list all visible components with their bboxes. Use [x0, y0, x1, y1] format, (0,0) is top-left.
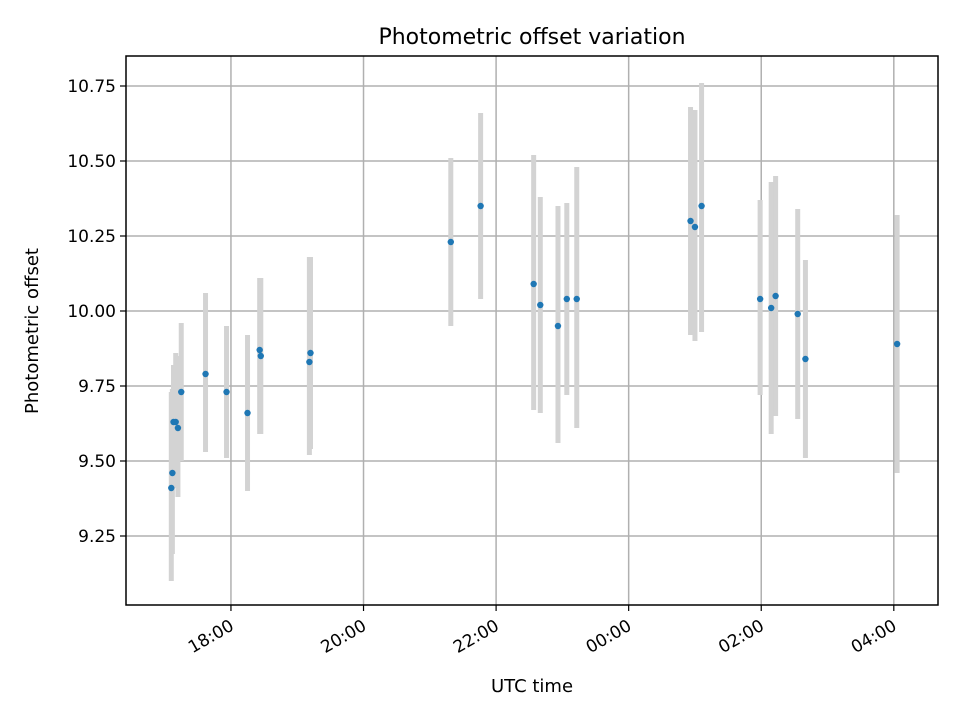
data-point — [202, 370, 209, 378]
y-tick-label: 9.50 — [78, 452, 116, 472]
data-point — [477, 202, 484, 210]
y-tick-label: 10.75 — [67, 77, 116, 97]
data-point — [687, 217, 694, 225]
data-point — [172, 418, 179, 426]
data-point — [573, 295, 580, 303]
data-point — [306, 358, 313, 366]
data-point — [530, 280, 537, 288]
y-tick-label: 10.00 — [67, 302, 116, 322]
data-point — [537, 301, 544, 309]
data-point — [244, 409, 251, 417]
data-point — [756, 295, 764, 303]
data-point — [554, 322, 562, 330]
data-point — [447, 238, 454, 246]
x-axis-label: UTC time — [491, 676, 573, 697]
data-point — [307, 349, 314, 357]
y-tick-label: 10.50 — [67, 152, 116, 172]
data-point — [767, 304, 775, 312]
y-tick-label: 10.25 — [67, 227, 116, 247]
data-point — [169, 469, 176, 477]
data-point — [691, 223, 699, 231]
data-point — [257, 352, 264, 360]
data-point — [256, 346, 263, 354]
chart-title: Photometric offset variation — [378, 25, 685, 50]
axis-ticks: 18:00 20:00 22:00 00:00 02:00 04:009.259.509.… — [67, 77, 900, 658]
y-axis-label: Photometric offset — [22, 248, 43, 414]
y-tick-label: 9.25 — [78, 527, 116, 547]
y-tick-label: 9.75 — [78, 377, 116, 397]
data-point — [174, 424, 182, 432]
data-point — [178, 388, 185, 396]
plot-frame — [125, 55, 939, 606]
data-point — [563, 295, 570, 303]
data-point — [794, 310, 801, 318]
data-point — [893, 340, 901, 348]
data-point — [698, 202, 705, 210]
data-point — [802, 355, 809, 363]
data-point — [223, 388, 230, 396]
data-points — [168, 202, 901, 492]
data-point — [772, 292, 779, 300]
data-point — [168, 484, 175, 492]
